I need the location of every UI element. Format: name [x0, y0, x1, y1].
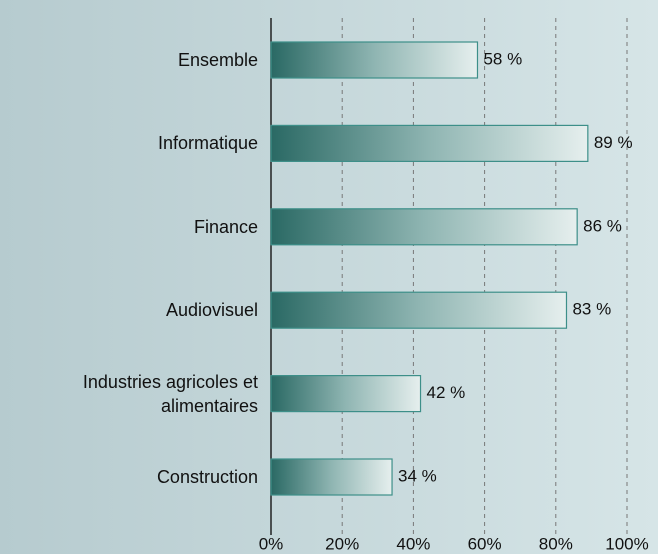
value-label: 83 % — [572, 300, 611, 319]
value-label: 86 % — [583, 216, 622, 235]
x-tick-label: 100% — [605, 534, 648, 553]
x-tick-label: 80% — [539, 534, 573, 553]
value-label: 89 % — [594, 133, 633, 152]
x-tick-label: 60% — [468, 534, 502, 553]
y-tick-label: Industries agricoles et alimentaires — [82, 371, 258, 416]
y-tick-label: Informatique — [157, 133, 258, 154]
bar — [270, 375, 422, 413]
x-tick-label: 0% — [259, 534, 284, 553]
bar — [270, 458, 393, 496]
y-tick-label: Construction — [156, 467, 258, 487]
x-tick-label: 20% — [325, 534, 359, 553]
bar — [270, 124, 589, 163]
bar — [270, 291, 568, 329]
bar — [270, 208, 578, 246]
value-label: 34 % — [398, 466, 437, 485]
y-tick-label: Audiovisuel — [165, 300, 258, 321]
bar — [270, 41, 479, 79]
value-label: 42 % — [427, 383, 466, 402]
y-tick-label: Ensemble — [177, 50, 258, 70]
value-label: 58 % — [483, 49, 522, 68]
x-tick-label: 40% — [396, 534, 430, 553]
y-tick-label: Finance — [193, 216, 258, 237]
